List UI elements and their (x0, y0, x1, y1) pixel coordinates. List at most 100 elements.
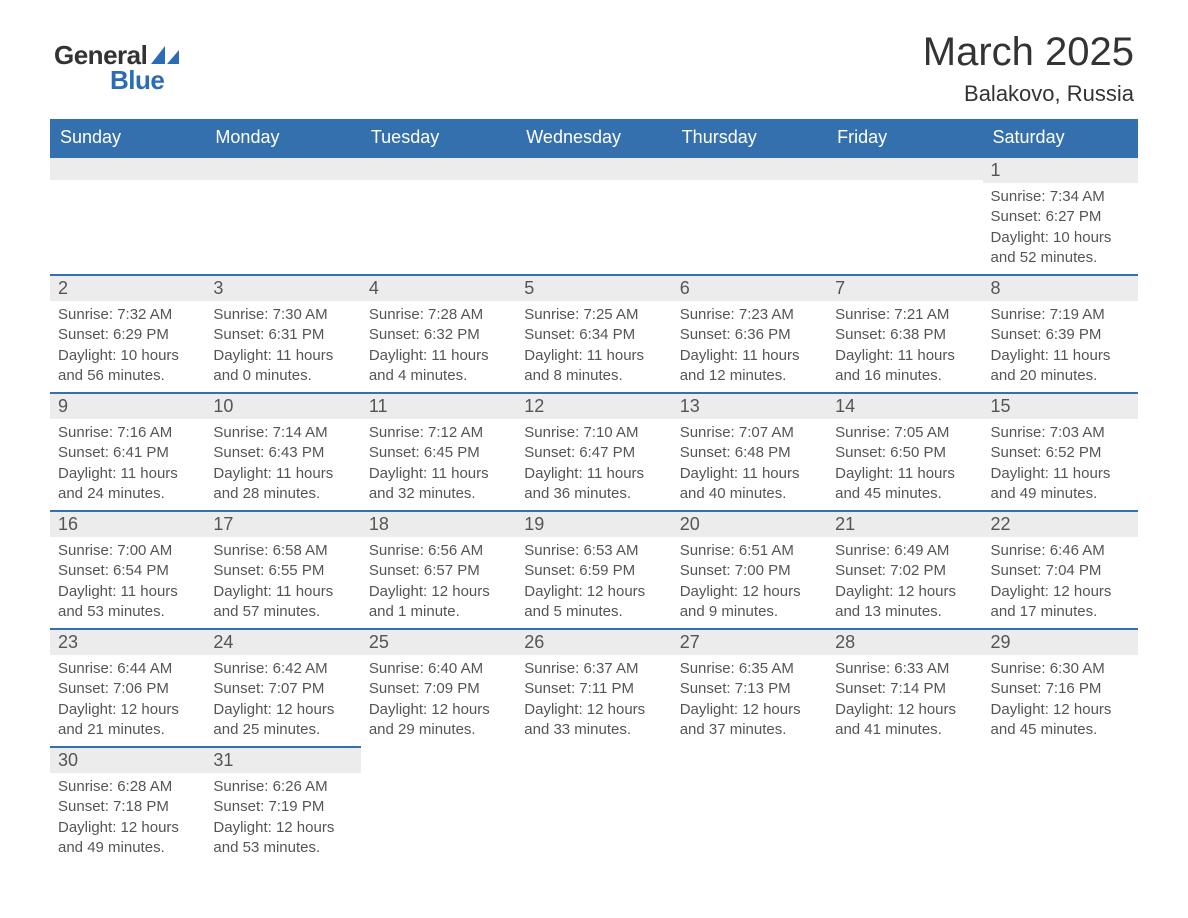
header: General Blue March 2025 Balakovo, Russia (50, 30, 1138, 107)
day-cell-number: 10 (205, 392, 360, 419)
daylight-line: Daylight: 11 hours and 12 minutes. (680, 346, 819, 387)
day-data: Sunrise: 6:56 AMSunset: 6:57 PMDaylight:… (361, 537, 516, 628)
daylight-line: Daylight: 11 hours and 53 minutes. (58, 582, 197, 623)
day-cell-number: 18 (361, 510, 516, 537)
day-number: 3 (205, 274, 360, 301)
sunset-line: Sunset: 6:34 PM (524, 325, 663, 345)
day-cell-number (516, 156, 671, 183)
title-block: March 2025 Balakovo, Russia (923, 30, 1134, 107)
day-cell-number (361, 156, 516, 183)
day-header: Friday (827, 119, 982, 156)
calendar-header-row: SundayMondayTuesdayWednesdayThursdayFrid… (50, 119, 1138, 156)
sunrise-line: Sunrise: 7:32 AM (58, 305, 197, 325)
day-data: Sunrise: 6:30 AMSunset: 7:16 PMDaylight:… (983, 655, 1138, 746)
day-cell-number: 25 (361, 628, 516, 655)
day-cell-data: Sunrise: 6:30 AMSunset: 7:16 PMDaylight:… (983, 655, 1138, 746)
calendar-table: SundayMondayTuesdayWednesdayThursdayFrid… (50, 119, 1138, 864)
day-cell-data: Sunrise: 7:16 AMSunset: 6:41 PMDaylight:… (50, 419, 205, 510)
day-data (361, 773, 516, 783)
day-number: 10 (205, 392, 360, 419)
day-number-empty (516, 156, 671, 180)
week-daynum-row: 1 (50, 156, 1138, 183)
sunrise-line: Sunrise: 7:03 AM (991, 423, 1130, 443)
daylight-line: Daylight: 12 hours and 13 minutes. (835, 582, 974, 623)
sunrise-line: Sunrise: 7:16 AM (58, 423, 197, 443)
day-cell-data (516, 183, 671, 274)
sunset-line: Sunset: 7:18 PM (58, 797, 197, 817)
day-cell-data: Sunrise: 7:25 AMSunset: 6:34 PMDaylight:… (516, 301, 671, 392)
day-number: 23 (50, 628, 205, 655)
day-data: Sunrise: 6:46 AMSunset: 7:04 PMDaylight:… (983, 537, 1138, 628)
day-cell-data: Sunrise: 7:14 AMSunset: 6:43 PMDaylight:… (205, 419, 360, 510)
week-daynum-row: 16171819202122 (50, 510, 1138, 537)
day-header: Wednesday (516, 119, 671, 156)
day-number: 27 (672, 628, 827, 655)
day-number: 17 (205, 510, 360, 537)
sunset-line: Sunset: 6:55 PM (213, 561, 352, 581)
day-cell-data: Sunrise: 7:21 AMSunset: 6:38 PMDaylight:… (827, 301, 982, 392)
sunrise-line: Sunrise: 7:21 AM (835, 305, 974, 325)
sunrise-line: Sunrise: 6:30 AM (991, 659, 1130, 679)
day-data: Sunrise: 6:40 AMSunset: 7:09 PMDaylight:… (361, 655, 516, 746)
day-cell-number: 16 (50, 510, 205, 537)
sunset-line: Sunset: 6:43 PM (213, 443, 352, 463)
sunrise-line: Sunrise: 7:30 AM (213, 305, 352, 325)
sunrise-line: Sunrise: 7:23 AM (680, 305, 819, 325)
day-data: Sunrise: 7:00 AMSunset: 6:54 PMDaylight:… (50, 537, 205, 628)
day-data: Sunrise: 7:25 AMSunset: 6:34 PMDaylight:… (516, 301, 671, 392)
week-daynum-row: 23242526272829 (50, 628, 1138, 655)
day-cell-number (516, 746, 671, 773)
day-cell-number: 19 (516, 510, 671, 537)
day-cell-number: 15 (983, 392, 1138, 419)
daylight-line: Daylight: 11 hours and 28 minutes. (213, 464, 352, 505)
day-number: 7 (827, 274, 982, 301)
day-cell-data: Sunrise: 6:35 AMSunset: 7:13 PMDaylight:… (672, 655, 827, 746)
day-number: 1 (983, 156, 1138, 183)
day-cell-number: 27 (672, 628, 827, 655)
day-data: Sunrise: 6:58 AMSunset: 6:55 PMDaylight:… (205, 537, 360, 628)
day-data (983, 773, 1138, 783)
day-number: 12 (516, 392, 671, 419)
day-cell-data: Sunrise: 6:53 AMSunset: 6:59 PMDaylight:… (516, 537, 671, 628)
day-data (205, 183, 360, 193)
sunrise-line: Sunrise: 6:58 AM (213, 541, 352, 561)
sunrise-line: Sunrise: 6:49 AM (835, 541, 974, 561)
week-data-row: Sunrise: 7:32 AMSunset: 6:29 PM Daylight:… (50, 301, 1138, 392)
day-cell-data: Sunrise: 6:56 AMSunset: 6:57 PMDaylight:… (361, 537, 516, 628)
location: Balakovo, Russia (923, 81, 1134, 107)
day-cell-data: Sunrise: 7:10 AMSunset: 6:47 PMDaylight:… (516, 419, 671, 510)
day-data: Sunrise: 7:32 AMSunset: 6:29 PMDaylight:… (50, 301, 205, 392)
day-number: 16 (50, 510, 205, 537)
day-cell-data (672, 773, 827, 864)
daylight-line: Daylight: 11 hours and 0 minutes. (213, 346, 352, 387)
sunrise-line: Sunrise: 7:00 AM (58, 541, 197, 561)
day-cell-data: Sunrise: 6:44 AMSunset: 7:06 PMDaylight:… (50, 655, 205, 746)
day-number: 20 (672, 510, 827, 537)
day-number: 31 (205, 746, 360, 773)
week-data-row: Sunrise: 6:44 AMSunset: 7:06 PMDaylight:… (50, 655, 1138, 746)
day-number-empty (672, 156, 827, 180)
day-number: 28 (827, 628, 982, 655)
day-number-empty (827, 746, 982, 770)
daylight-line: Daylight: 12 hours and 41 minutes. (835, 700, 974, 741)
sunset-line: Sunset: 7:09 PM (369, 679, 508, 699)
sunset-line: Sunset: 6:39 PM (991, 325, 1130, 345)
day-cell-data: Sunrise: 7:07 AMSunset: 6:48 PMDaylight:… (672, 419, 827, 510)
day-number: 6 (672, 274, 827, 301)
day-number: 5 (516, 274, 671, 301)
day-cell-data: Sunrise: 6:37 AMSunset: 7:11 PMDaylight:… (516, 655, 671, 746)
day-number: 24 (205, 628, 360, 655)
daylight-line: Daylight: 12 hours and 17 minutes. (991, 582, 1130, 623)
day-number: 18 (361, 510, 516, 537)
sunrise-line: Sunrise: 7:10 AM (524, 423, 663, 443)
day-cell-number: 1 (983, 156, 1138, 183)
logo-sail-icon (151, 46, 179, 64)
sunset-line: Sunset: 6:29 PM (58, 325, 197, 345)
day-cell-data: Sunrise: 6:28 AMSunset: 7:18 PMDaylight:… (50, 773, 205, 864)
day-cell-data (361, 183, 516, 274)
sunrise-line: Sunrise: 6:26 AM (213, 777, 352, 797)
day-number: 25 (361, 628, 516, 655)
day-header: Monday (205, 119, 360, 156)
sunset-line: Sunset: 7:16 PM (991, 679, 1130, 699)
daylight-line: Daylight: 12 hours and 1 minute. (369, 582, 508, 623)
